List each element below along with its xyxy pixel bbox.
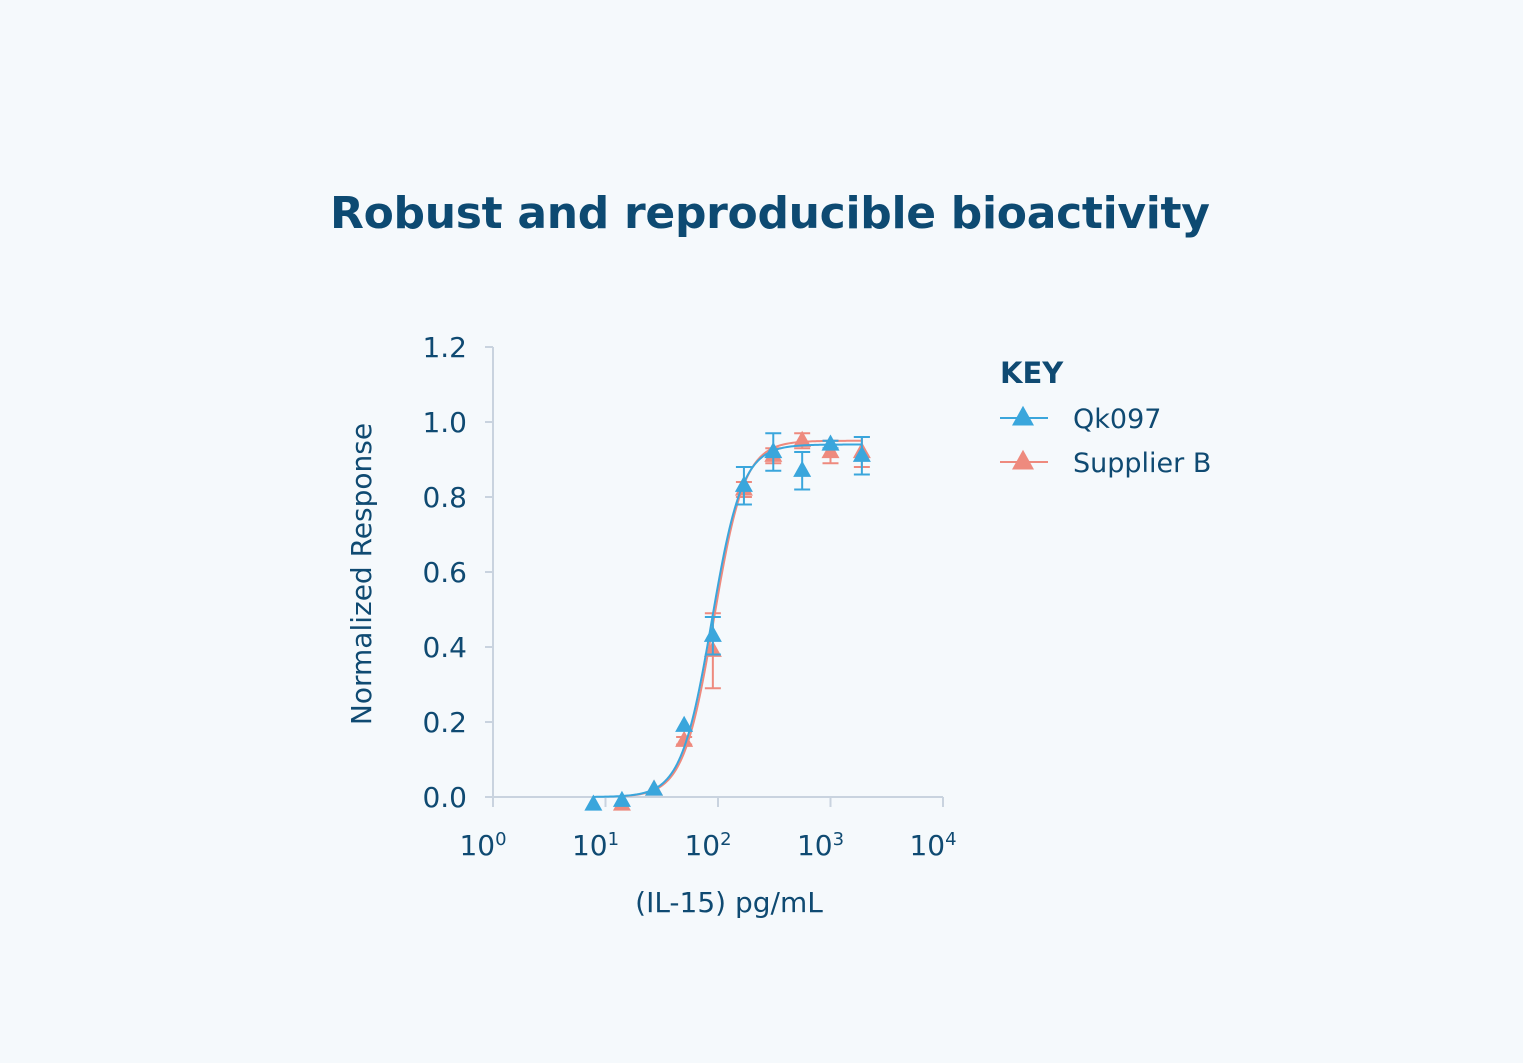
x-tick-label: 102 <box>684 829 731 862</box>
data-point-qk097 <box>793 460 812 477</box>
y-tick-label: 0.4 <box>422 631 467 664</box>
x-tick-label: 100 <box>459 829 506 862</box>
legend: KEY Qk097 Supplier B <box>1000 356 1211 479</box>
series-qk097 <box>584 432 871 811</box>
legend-item-qk097: Qk097 <box>1000 404 1161 435</box>
data-point-supplier-b <box>675 730 694 747</box>
legend-marker <box>1012 405 1034 426</box>
y-axis-label: Normalized Response <box>345 423 378 725</box>
data-point-qk097 <box>645 779 664 796</box>
axes: 0.0 0.2 0.4 0.6 0.8 1.0 1.2 100 101 102 103 104 <box>422 331 956 862</box>
chart-title: Robust and reproducible bioactivity <box>330 188 1210 239</box>
x-axis-label: (IL-15) pg/mL <box>635 886 823 919</box>
legend-label: Qk097 <box>1073 404 1161 435</box>
data-point-qk097 <box>675 715 694 732</box>
data-point-qk097 <box>821 434 840 451</box>
legend-items: Qk097 Supplier B <box>1000 404 1211 479</box>
series-layer <box>584 430 871 811</box>
y-tick-label: 1.0 <box>422 406 467 439</box>
y-tick-label: 0.2 <box>422 706 467 739</box>
data-point-qk097 <box>703 625 722 642</box>
y-tick-label: 0.6 <box>422 556 467 589</box>
legend-label: Supplier B <box>1073 448 1211 479</box>
fit-curve-qk097 <box>593 443 862 798</box>
legend-title: KEY <box>1000 356 1064 390</box>
legend-marker <box>1012 449 1034 470</box>
x-tick-label: 101 <box>572 829 619 862</box>
data-point-qk097 <box>584 794 603 811</box>
y-tick-label: 0.8 <box>422 481 467 514</box>
data-point-qk097 <box>734 475 753 492</box>
y-tick-label: 0.0 <box>422 781 467 814</box>
data-point-qk097 <box>764 441 783 459</box>
data-point-qk097 <box>612 790 631 807</box>
x-tick-label: 104 <box>909 829 956 862</box>
data-point-qk097 <box>852 445 871 462</box>
data-point-supplier-b <box>793 430 812 447</box>
legend-item-supplier-b: Supplier B <box>1000 448 1211 479</box>
y-tick-label: 1.2 <box>422 331 467 364</box>
x-tick-label: 103 <box>797 829 844 862</box>
